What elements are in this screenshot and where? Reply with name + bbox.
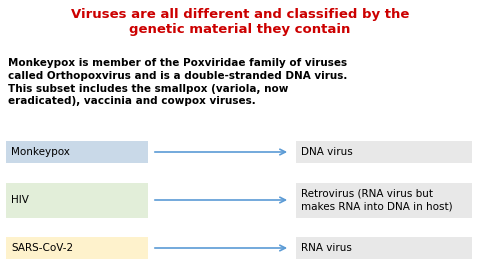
Text: Retrovirus (RNA virus but
makes RNA into DNA in host): Retrovirus (RNA virus but makes RNA into… bbox=[301, 189, 453, 211]
FancyBboxPatch shape bbox=[6, 237, 148, 259]
FancyBboxPatch shape bbox=[296, 141, 472, 163]
Text: DNA virus: DNA virus bbox=[301, 147, 353, 157]
Text: RNA virus: RNA virus bbox=[301, 243, 352, 253]
Text: SARS-CoV-2: SARS-CoV-2 bbox=[11, 243, 73, 253]
FancyBboxPatch shape bbox=[296, 237, 472, 259]
Text: HIV: HIV bbox=[11, 195, 29, 205]
FancyBboxPatch shape bbox=[6, 141, 148, 163]
FancyBboxPatch shape bbox=[296, 183, 472, 218]
Text: Monkeypox is member of the Poxviridae family of viruses
called Orthopoxvirus and: Monkeypox is member of the Poxviridae fa… bbox=[8, 58, 348, 106]
Text: Monkeypox: Monkeypox bbox=[11, 147, 70, 157]
Text: Viruses are all different and classified by the
genetic material they contain: Viruses are all different and classified… bbox=[71, 8, 409, 36]
FancyBboxPatch shape bbox=[6, 183, 148, 218]
